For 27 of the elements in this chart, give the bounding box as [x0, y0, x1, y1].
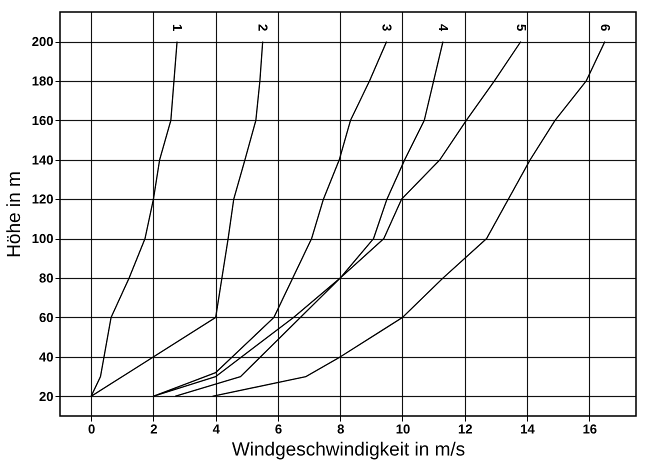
text: 4: [436, 24, 451, 32]
x-tick-label: 14: [520, 422, 536, 436]
x-tick-label: 12: [458, 422, 472, 436]
x-tick-label: 8: [337, 422, 344, 436]
x-axis-title: Windgeschwindigkeit in m/s: [232, 440, 466, 460]
y-tick-label: 80: [39, 270, 54, 286]
x-tick-label: 4: [212, 422, 221, 436]
y-tick-label: 100: [32, 231, 54, 246]
text: 1: [170, 24, 186, 32]
y-tick-label: 60: [39, 310, 54, 325]
x-tick-label: 10: [396, 422, 410, 436]
text: 3: [380, 24, 395, 32]
y-tick-label: 140: [32, 152, 54, 168]
x-tick-label: 2: [150, 422, 158, 436]
x-tick-label: 16: [582, 422, 598, 436]
y-tick-label: 40: [39, 349, 54, 364]
y-tick-label: 180: [32, 73, 54, 88]
y-tick-label: 20: [39, 388, 54, 404]
text: 2: [256, 24, 271, 32]
text: 6: [598, 24, 613, 32]
x-tick-label: 6: [274, 422, 282, 436]
y-axis-title: Höhe in m: [4, 171, 25, 258]
x-tick-label: 0: [88, 422, 96, 436]
y-tick-label: 160: [32, 112, 54, 128]
y-tick-label: 200: [32, 34, 54, 50]
y-tick-label: 120: [32, 192, 54, 207]
text: 5: [514, 24, 529, 32]
